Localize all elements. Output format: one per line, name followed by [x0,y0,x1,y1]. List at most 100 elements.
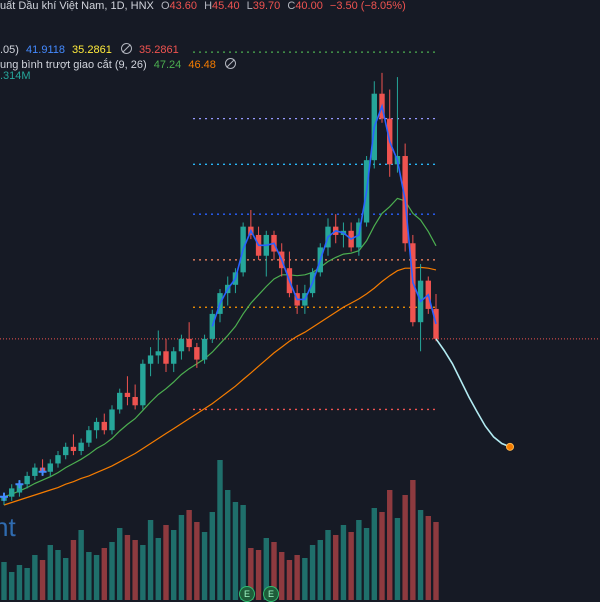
candle-body [32,467,38,476]
candle-body [93,421,100,431]
volume-bar [417,510,424,600]
volume-bar [302,558,308,600]
volume-bar [70,540,77,600]
candle-body [86,430,92,443]
volume-bar [248,548,254,600]
volume-bar [356,520,362,600]
indicator1-params: .05) [0,44,19,56]
volume-bar [340,525,347,600]
candle-body [9,488,15,497]
volume-bar [93,555,100,600]
volume-bar [124,535,131,600]
volume-bar [402,495,408,600]
indicator1-value-3: 35.2861 [138,44,179,56]
volume-bar [387,490,393,600]
candle-body [47,463,53,472]
candle-body [24,475,30,485]
volume-bar [55,550,61,600]
volume-bar [47,545,53,600]
volume-bar [317,540,323,600]
buy-marker-icon [15,480,24,489]
horizontal-levels [193,51,435,411]
indicator2-name: ung bình trượt giao cắt (9, 26) [0,59,147,71]
ohlc-close: C40.00 [287,0,323,12]
volume-bar [263,538,269,600]
volume-bar [101,548,107,600]
volume-bar [155,538,161,600]
volume-bar [171,530,177,600]
symbol-legend[interactable]: uất Dầu khí Việt Nam, 1D, HNX O43.60 H45… [0,0,410,12]
volume-bar [294,555,300,600]
volume-bar [86,552,92,600]
volume-legend: .314M [0,70,35,82]
ma-slow-line [3,266,437,506]
indicator1-value-2: 35.2861 [72,44,112,56]
candle-body [109,409,115,431]
volume-bar [325,530,331,600]
candle-body [201,338,208,360]
empty-set-icon [224,58,236,69]
volume-bar [16,565,23,600]
candle-body [132,396,138,406]
volume-bar [24,568,30,600]
volume-bar [147,520,154,600]
candle-body [194,347,200,360]
forecast-line [435,338,511,448]
volume-bar [78,530,84,600]
ma-fast-line [3,197,437,498]
volume-bar [286,560,293,600]
candle-body [140,363,146,406]
candle-body [155,351,161,356]
volume-bar [39,560,46,600]
buy-markers [0,467,47,501]
volume-bar [178,515,185,600]
indicator1-value-1: 41.9118 [26,44,65,56]
volume-bar [132,540,138,600]
candle-body [163,351,169,364]
candle-body [124,392,131,397]
candle-body [101,421,107,431]
empty-set-icon [120,43,132,54]
ohlc-change: −3.50 (−8.05%) [329,0,406,12]
volume-bar [279,552,285,600]
buy-marker-icon [38,467,47,476]
volume-bar [371,508,377,600]
volume-bar [32,555,38,600]
candle-body [178,338,185,352]
indicator2-value-2: 46.48 [188,59,216,71]
volume-bar [363,528,370,600]
volume-bars [1,460,439,600]
indicator-line [211,103,437,327]
indicator-legend-1[interactable]: .05) 41.9118 35.2861 35.2861 [0,43,183,56]
candle-body [117,392,123,410]
candle-body [63,446,69,456]
volume-bar [379,512,385,600]
volume-bar [232,502,239,600]
volume-bar [9,572,15,600]
volume-bar [348,532,354,600]
forecast-end-point[interactable] [506,442,514,451]
candle-body [70,446,77,451]
volume-value: .314M [0,70,31,82]
volume-bar [140,545,146,600]
candle-body [16,484,23,493]
volume-bar [109,542,115,600]
candle-body [147,355,154,364]
candle-body [171,351,177,364]
volume-bar [163,525,169,600]
volume-bar [194,522,200,600]
volume-bar [1,562,7,600]
volume-bar [186,510,192,600]
volume-bar [209,512,215,600]
volume-bar [410,480,416,600]
volume-bar [201,532,208,600]
volume-bar [394,518,401,600]
volume-bar [271,542,277,600]
volume-bar [333,535,339,600]
buy-marker-icon [0,492,8,501]
symbol-name[interactable]: uất Dầu khí Việt Nam, 1D, HNX [0,0,154,12]
volume-bar [117,528,123,600]
indicator-legend-2[interactable]: ung bình trượt giao cắt (9, 26) 47.24 46… [0,58,240,71]
volume-bar [63,558,69,600]
